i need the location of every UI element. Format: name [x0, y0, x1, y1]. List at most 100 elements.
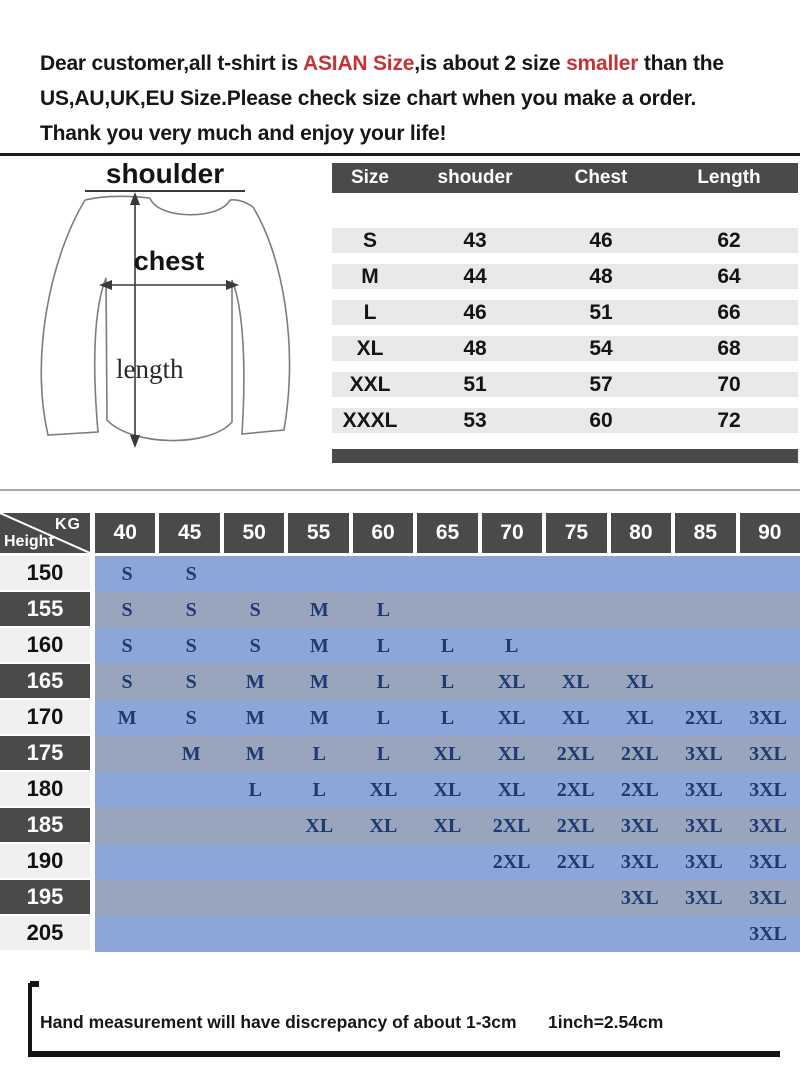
size-table-cell: 46 — [589, 228, 613, 252]
matrix-height-label: 195 — [0, 880, 90, 916]
matrix-cell: XL — [561, 706, 590, 729]
matrix-row: 195 3XL 3XL 3XL — [0, 880, 800, 916]
size-table-cell: L — [363, 300, 377, 324]
matrix-corner-cell: KG Height — [0, 513, 90, 553]
length-label: length — [116, 354, 184, 384]
matrix-row-band: 2XL 2XL 3XL 3XL 3XL — [95, 844, 800, 880]
matrix-cell — [480, 592, 544, 628]
matrix-cell: XL — [497, 778, 526, 801]
size-table-cell: XL — [356, 336, 384, 360]
matrix-row: 150 S S — [0, 556, 800, 592]
matrix-cell: 3XL — [620, 886, 659, 909]
matrix-cell: 3XL — [684, 850, 723, 873]
size-table-header-cell: shouder — [437, 167, 513, 188]
tshirt-outline — [40, 195, 291, 442]
matrix-cell — [736, 628, 800, 664]
size-table-row: XXL 51 57 70 — [332, 372, 798, 397]
notice-text: than the — [638, 52, 724, 75]
matrix-row-band: 3XL — [95, 916, 800, 952]
matrix-cell: 3XL — [749, 778, 787, 801]
matrix-height-label: 180 — [0, 772, 90, 808]
matrix-cell: S — [121, 634, 133, 657]
footer-bracket-horizontal-line — [28, 1051, 780, 1057]
matrix-cell: XL — [561, 670, 590, 693]
size-table-cell: 53 — [463, 408, 487, 432]
matrix-cell: L — [376, 670, 391, 693]
tshirt-diagram: shoulder chest length — [40, 158, 291, 448]
matrix-cell: 3XL — [749, 742, 787, 765]
matrix-height-label: 170 — [0, 700, 90, 736]
matrix-cell: XL — [625, 670, 654, 693]
size-table-cell: 48 — [589, 264, 613, 288]
middle-divider-line — [0, 489, 800, 491]
size-table-cell: S — [362, 228, 377, 252]
matrix-row: 205 3XL — [0, 916, 800, 952]
matrix-cell: XL — [433, 814, 462, 837]
matrix-row-band: XL XL XL 2XL 2XL 3XL 3XL 3XL — [95, 808, 800, 844]
notice-highlight: smaller — [566, 52, 639, 75]
notice-line2: US,AU,UK,EU Size.Please check size chart… — [40, 87, 697, 110]
matrix-row-band: M S M M L L XL XL XL 2XL 3XL — [95, 700, 800, 736]
height-weight-matrix: KG Height 40 45 50 55 60 65 70 75 80 85 90 150 S S 15… — [0, 513, 800, 952]
size-table-cell: 44 — [463, 264, 487, 288]
matrix-cell — [351, 844, 415, 880]
matrix-cell — [159, 808, 223, 844]
matrix-weight-cell: 80 — [610, 513, 672, 553]
matrix-cell — [95, 880, 159, 916]
matrix-cell: 3XL — [749, 922, 787, 945]
matrix-cell — [223, 556, 287, 592]
matrix-weight-cell: 50 — [223, 513, 285, 553]
matrix-row: 170 M S M M L L XL XL XL 2XL 3XL — [0, 700, 800, 736]
matrix-cell: XL — [625, 706, 654, 729]
matrix-cell: L — [248, 778, 262, 801]
size-table-cell: 51 — [589, 300, 613, 324]
matrix-weight-cell: 40 — [95, 513, 156, 553]
matrix-cell: L — [312, 742, 326, 765]
matrix-cell: XL — [433, 778, 462, 801]
matrix-cell: 2XL — [620, 778, 659, 801]
intro-notice: Dear customer,all t-shirt is ASIAN Size,… — [40, 46, 800, 151]
size-table-cell: 62 — [717, 228, 741, 252]
matrix-cell — [223, 880, 287, 916]
matrix-cell — [736, 556, 800, 592]
matrix-cell: XL — [497, 670, 526, 693]
matrix-cell: 2XL — [620, 742, 659, 765]
matrix-cell — [415, 916, 479, 952]
matrix-cell: 2XL — [556, 814, 595, 837]
matrix-cell: 2XL — [492, 850, 531, 873]
size-table-header: Size shouder Chest Length — [332, 163, 798, 193]
matrix-cell: 3XL — [684, 886, 723, 909]
matrix-height-label: 155 — [0, 592, 90, 628]
matrix-cell: S — [249, 598, 261, 621]
notice-line1: Dear customer,all t-shirt is ASIAN Size,… — [40, 46, 800, 81]
matrix-cell — [223, 808, 287, 844]
matrix-cell: 2XL — [492, 814, 531, 837]
matrix-cell — [544, 916, 608, 952]
matrix-weight-cell: 70 — [481, 513, 543, 553]
corner-diagonal-line — [0, 513, 90, 553]
matrix-cell — [544, 592, 608, 628]
matrix-cell: M — [117, 706, 137, 729]
size-table-row: L 46 51 66 — [332, 300, 798, 325]
matrix-cell — [480, 880, 544, 916]
size-table-cell: 66 — [717, 300, 741, 324]
size-table-row: M 44 48 64 — [332, 264, 798, 289]
chest-label: chest — [134, 246, 205, 276]
matrix-cell: 2XL — [556, 742, 595, 765]
matrix-cell: S — [249, 634, 261, 657]
matrix-row: 180 L L XL XL XL 2XL 2XL 3XL 3XL — [0, 772, 800, 808]
matrix-cell: XL — [305, 814, 334, 837]
size-table-cell: 54 — [589, 336, 613, 360]
matrix-cell: 3XL — [684, 742, 723, 765]
matrix-weight-cell: 65 — [417, 513, 478, 553]
matrix-cell: XL — [369, 778, 398, 801]
matrix-weight-cell: 60 — [352, 513, 414, 553]
matrix-row: 155 S S S M L — [0, 592, 800, 628]
size-table-cell: 72 — [717, 408, 741, 432]
matrix-cell: S — [185, 706, 197, 729]
top-divider-line — [0, 153, 800, 156]
matrix-cell — [159, 916, 223, 952]
matrix-cell — [223, 916, 287, 952]
length-arrow — [130, 192, 140, 448]
